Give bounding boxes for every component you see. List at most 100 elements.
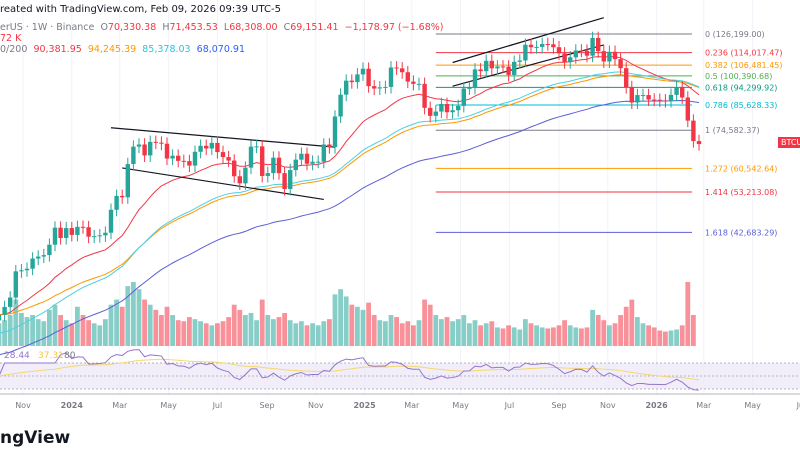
volume-bar (439, 319, 444, 346)
candle-body (562, 53, 567, 63)
volume-bar (472, 320, 478, 346)
x-tick-label: Mar (112, 401, 128, 410)
volume-bar (590, 309, 595, 346)
volume-bar (517, 329, 523, 346)
candle-body (52, 227, 58, 245)
volume-bar (506, 325, 511, 346)
candle-body (349, 80, 354, 83)
candle-body (579, 50, 584, 52)
volume-bar (562, 320, 567, 346)
volume-bar (69, 323, 75, 346)
volume-bar (685, 282, 691, 346)
candle-body (685, 97, 690, 121)
rsi-panel (0, 349, 800, 391)
candle-body (192, 151, 198, 166)
volume-bar (108, 304, 114, 346)
volume-bar (119, 306, 125, 346)
volume-bar (371, 315, 377, 346)
x-tick-label: Jul (212, 401, 223, 410)
volume-bar (35, 319, 41, 346)
candle-body (366, 68, 371, 87)
candle-body (58, 227, 63, 238)
candle-body (383, 86, 388, 88)
volume-bar (52, 304, 58, 346)
candle-body (523, 44, 528, 61)
volume-bar (388, 315, 394, 346)
candle-body (13, 271, 18, 298)
volume-bar (147, 304, 153, 346)
x-tick-label: Sep (551, 401, 566, 410)
x-tick-label: Mar (696, 401, 712, 410)
volume-bar (539, 327, 545, 346)
fib-label: 0.382 (106,481.45) (705, 61, 783, 70)
fib-label: 0.236 (114,017.47) (705, 49, 783, 58)
candle-body (232, 160, 237, 177)
volume-bar (287, 320, 293, 346)
candle-body (394, 67, 399, 69)
volume-bar (691, 315, 696, 346)
volume-bar (97, 325, 103, 346)
candle-body (220, 152, 226, 158)
trendline (452, 17, 604, 64)
candle-body (19, 270, 24, 272)
ma-legend: 0/200 90,381.95 94,245.39 85,378.03 68,0… (0, 44, 245, 55)
x-tick-label: May (452, 401, 469, 410)
candle-body (293, 159, 298, 171)
volume-bar (629, 299, 635, 346)
symbol[interactable]: erUS · 1W · Binance (0, 22, 95, 33)
volume-bar (125, 286, 131, 346)
candle-body (64, 228, 69, 238)
volume-bar (495, 327, 500, 346)
candle-body (304, 153, 310, 164)
volume-bar (405, 321, 411, 346)
fib-label: 1 (74,582.37) (705, 126, 760, 135)
volume-bar (556, 325, 562, 346)
volume-bar (47, 309, 52, 346)
volume-bar (483, 323, 489, 346)
volume-bar (315, 325, 321, 346)
volume-bar (674, 329, 679, 346)
candle-body (590, 37, 595, 56)
rsi-value: 28.44 (4, 351, 30, 361)
candle-body (573, 50, 578, 58)
candle-body (243, 167, 248, 184)
candle-body (338, 94, 343, 117)
change-value: −1,178.97 (−1.68%) (344, 22, 444, 33)
ma50-value: 94,245.39 (87, 44, 137, 55)
candle-body (80, 226, 86, 228)
rsi-ma-value: 37.31 (38, 351, 64, 361)
x-tick-label: 2024 (61, 401, 84, 410)
candles (0, 31, 702, 322)
candle-body (528, 44, 534, 48)
x-tick-label: May (160, 401, 177, 410)
candle-body (411, 81, 416, 84)
high-label: H (162, 22, 170, 33)
volume-bar (455, 319, 461, 346)
volume-bar (181, 321, 187, 346)
candle-body (103, 232, 108, 236)
rsi-line (0, 349, 700, 391)
candle-body (142, 144, 147, 156)
candle-body (75, 226, 80, 235)
high-value: 71,453.53 (169, 22, 218, 33)
x-tick-label: 2025 (353, 401, 376, 410)
volume-bar (265, 315, 271, 346)
volume-bar (607, 325, 612, 346)
candle-body (69, 228, 74, 235)
candle-body (276, 157, 282, 174)
candle-body (97, 235, 102, 237)
volume-bar (332, 294, 338, 346)
ma-label[interactable]: 0/200 (0, 44, 28, 55)
candle-body (444, 103, 450, 113)
candle-body (484, 60, 489, 72)
candle-body (472, 69, 478, 88)
candle-body (584, 50, 590, 56)
open-label: O (100, 22, 108, 33)
fib-label: 0.618 (94,299.92) (705, 83, 777, 92)
candle-body (629, 87, 634, 103)
open-value: 70,330.38 (107, 22, 157, 33)
candle-body (159, 142, 164, 144)
candle-body (254, 146, 259, 148)
volume-bar (159, 315, 164, 346)
